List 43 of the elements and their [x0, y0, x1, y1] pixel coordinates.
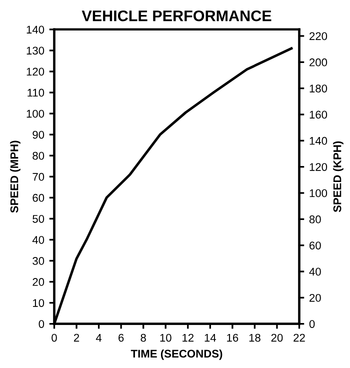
- x-tick-label: 20: [271, 334, 283, 342]
- x-tick-label: 2: [74, 334, 80, 342]
- x-tick-label: 14: [204, 334, 216, 342]
- y-axis-title: SPEED (MPH): [10, 140, 20, 213]
- x-tick-label: 16: [227, 334, 238, 342]
- y2-tick-label: 40: [309, 268, 321, 276]
- y-tick-label: 130: [26, 46, 44, 55]
- y-tick-label: 10: [33, 299, 44, 307]
- y-tick-label: 80: [32, 152, 44, 160]
- y2-tick-label: 140: [310, 136, 328, 145]
- y-tick-label: 50: [32, 214, 44, 223]
- y2-tick-label: 100: [310, 189, 328, 198]
- y2-tick-label: 180: [310, 84, 328, 92]
- y-tick-label: 60: [32, 194, 44, 202]
- y-tick-label: 120: [26, 68, 44, 76]
- x-tick-label: 4: [96, 334, 102, 342]
- chart-title: VEHICLE PERFORMANCE: [82, 10, 272, 22]
- y2-tick-label: 80: [309, 215, 321, 224]
- y-tick-label: 70: [32, 172, 44, 181]
- y2-tick-label: 20: [310, 294, 321, 302]
- x-tick-label: 6: [118, 334, 124, 342]
- y-tick-label: 140: [26, 26, 44, 34]
- y2-tick-label: 60: [310, 242, 321, 250]
- x-tick-label: 22: [294, 334, 305, 342]
- y-tick-label: 100: [26, 110, 44, 118]
- y-tick-label: 20: [32, 278, 44, 286]
- x-tick-label: 12: [182, 334, 194, 342]
- y2-tick-label: 0: [309, 320, 315, 328]
- y2-tick-label: 220: [310, 32, 328, 40]
- y2-tick-label: 200: [310, 58, 328, 66]
- y-tick-label: 90: [32, 130, 44, 139]
- x-tick-label: 18: [249, 334, 260, 342]
- y2-tick-label: 120: [310, 163, 328, 171]
- x-tick-label: 10: [160, 334, 172, 342]
- y-tick-label: 30: [32, 257, 44, 265]
- x-axis-title: TIME (SECONDS): [130, 349, 222, 360]
- y2-axis-title: SPEED (KPH): [333, 141, 344, 212]
- y2-tick-label: 160: [310, 110, 328, 119]
- y-tick-label: 40: [32, 236, 44, 244]
- y-tick-label: 110: [28, 88, 44, 97]
- x-tick-label: 8: [140, 334, 146, 342]
- x-tick-label: 0: [52, 334, 57, 342]
- y-tick-label: 0: [38, 320, 44, 328]
